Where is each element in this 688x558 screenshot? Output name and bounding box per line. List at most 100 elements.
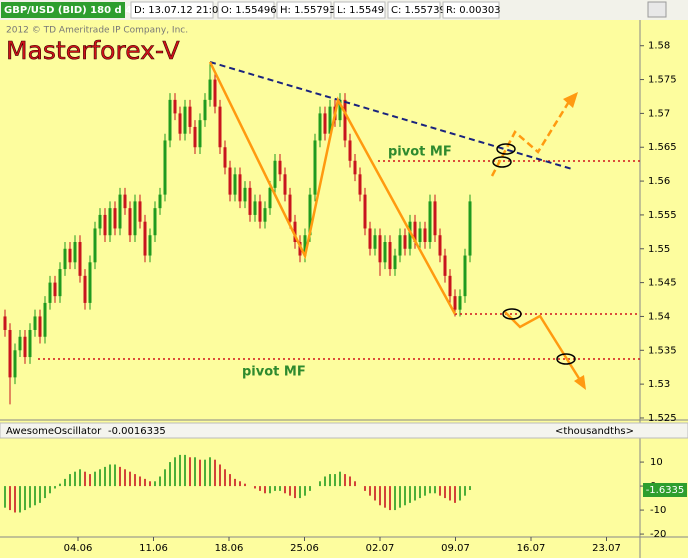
y-tick-label: 1.565 <box>648 142 677 153</box>
candle-body <box>248 187 252 215</box>
candle-body <box>328 106 332 134</box>
candle-body <box>143 221 147 256</box>
candle-body <box>108 208 112 236</box>
arrow-head <box>574 375 586 390</box>
candle-body <box>338 99 342 121</box>
candle-body <box>358 174 362 195</box>
window-button[interactable] <box>647 1 667 18</box>
candle-body <box>273 160 277 188</box>
brand-title: Masterforex-V <box>6 36 180 65</box>
candle-body <box>253 201 257 215</box>
y-tick-label: 1.58 <box>648 41 670 52</box>
field-box <box>276 1 332 19</box>
candle-body <box>448 275 452 297</box>
candle-body <box>393 255 397 270</box>
candle-body <box>128 208 132 236</box>
x-tick-label: 16.07 <box>517 543 546 554</box>
indicator-unit: <thousandths> <box>555 426 634 437</box>
candle-body <box>138 201 142 222</box>
candle-body <box>158 194 162 209</box>
last-value-box <box>643 483 687 498</box>
candle-body <box>193 126 197 148</box>
y-tick-label: 1.535 <box>648 345 677 356</box>
candle-body <box>28 329 32 358</box>
arrow-head <box>563 92 578 108</box>
candle-body <box>418 228 422 242</box>
oscillator-bar <box>0 422 688 439</box>
candle-body <box>383 241 387 263</box>
candle-body <box>63 248 67 270</box>
candle-body <box>398 235 402 256</box>
copyright: 2012 © TD Ameritrade IP Company, Inc. <box>6 26 188 36</box>
candle-body <box>413 221 417 242</box>
candle-body <box>133 201 137 236</box>
candle-body <box>178 113 182 134</box>
candle-body <box>458 296 462 310</box>
x-tick-label: 09.07 <box>441 543 470 554</box>
y-tick-label: 1.575 <box>648 75 677 86</box>
candle-body <box>68 248 72 263</box>
candle-body <box>223 147 227 168</box>
indicator-name: AwesomeOscillator <box>6 426 102 437</box>
candle-body <box>168 99 172 141</box>
candle-body <box>298 241 302 256</box>
candle-body <box>238 174 242 202</box>
candle-body <box>433 201 437 236</box>
candle-body <box>203 99 207 121</box>
candle-body <box>188 106 192 127</box>
candle-body <box>263 208 267 222</box>
y-tick-label: -10 <box>650 505 666 516</box>
candle-body <box>408 221 412 249</box>
candle-body <box>403 235 407 249</box>
annotations <box>38 61 640 390</box>
candle-body <box>88 262 92 303</box>
candle-body <box>163 140 167 195</box>
candle-body <box>423 228 427 242</box>
field-box <box>130 1 214 19</box>
field-box <box>333 1 386 19</box>
candle-body <box>213 79 217 107</box>
y-tick-label: 1.56 <box>648 176 670 187</box>
candle-body <box>363 194 367 229</box>
candle-body <box>83 275 87 303</box>
candle-body <box>38 316 42 337</box>
header-field: L: 1.5549 <box>337 5 384 16</box>
x-tick-label: 23.07 <box>592 543 621 554</box>
candle-body <box>443 255 447 276</box>
candle-body <box>293 221 297 242</box>
field-box <box>387 1 441 19</box>
candle-body <box>48 282 52 303</box>
candle-body <box>103 214 107 236</box>
y-tick-label: 1.555 <box>648 210 677 221</box>
candle-body <box>153 208 157 236</box>
candle-body <box>388 241 392 270</box>
candle-body <box>313 140 317 195</box>
candle-body <box>53 282 57 297</box>
wave-line <box>208 61 457 315</box>
y-tick-label: 1.53 <box>648 379 670 390</box>
candle-body <box>373 235 377 249</box>
field-box <box>442 1 500 19</box>
candle-body <box>233 174 237 195</box>
candle-body <box>33 316 37 330</box>
candle-body <box>13 350 17 378</box>
candle-body <box>58 269 62 297</box>
candle-body <box>303 235 307 256</box>
x-tick-label: 11.06 <box>139 543 168 554</box>
candle-body <box>258 201 262 222</box>
header-field: R: 0.00303 <box>446 5 501 16</box>
candle-body <box>368 228 372 249</box>
y-tick-label: 1.57 <box>648 108 670 119</box>
candle-body <box>343 99 347 141</box>
last-value: -1.6335 <box>646 485 685 496</box>
x-tick-label: 25.06 <box>290 543 319 554</box>
candle-body <box>8 329 12 378</box>
candle-body <box>318 113 322 141</box>
pivot-label: pivot MF <box>242 365 306 380</box>
candle-body <box>208 79 212 100</box>
candle-body <box>173 99 177 114</box>
candle-body <box>78 241 82 276</box>
candle-body <box>428 201 432 242</box>
header-field: D: 13.07.12 21:00 <box>134 5 225 16</box>
